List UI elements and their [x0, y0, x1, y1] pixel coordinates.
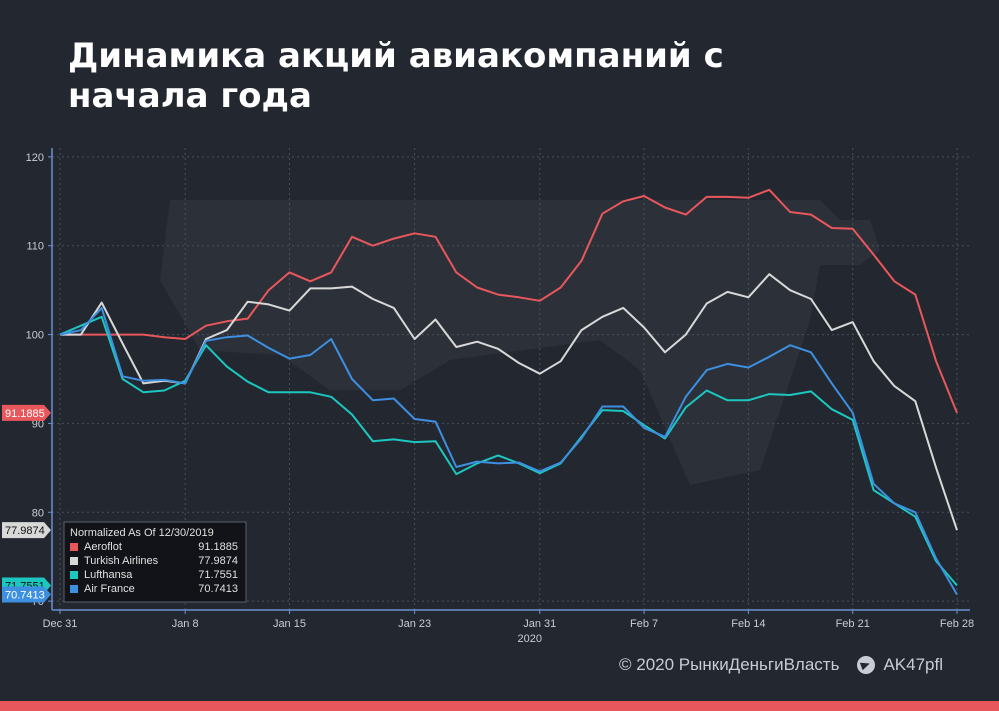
legend-title: Normalized As Of 12/30/2019 [70, 527, 214, 539]
x-year-label: 2020 [518, 633, 542, 645]
x-tick-label: Feb 14 [731, 618, 765, 630]
value-tag-label: 77.9874 [5, 525, 45, 537]
bottom-accent-bar [0, 701, 999, 711]
legend-series-value: 70.7413 [198, 583, 238, 595]
watermark-rifle-silhouette [160, 200, 880, 485]
legend-series-value: 91.1885 [198, 541, 238, 553]
x-tick-label: Dec 31 [43, 618, 78, 630]
legend-swatch [70, 571, 78, 579]
page-title: Динамика акций авиакомпаний с начала год… [68, 36, 724, 116]
telegram-icon [857, 656, 876, 674]
y-tick-label: 110 [26, 241, 44, 253]
legend-series-name: Air France [84, 583, 135, 595]
legend-series-value: 77.9874 [198, 555, 238, 567]
series-line-aeroflot [60, 188, 958, 414]
x-tick-label: Feb 28 [940, 618, 974, 630]
value-tag-shape [2, 404, 51, 421]
series-line-turkish-airlines [60, 273, 958, 531]
chart-series [59, 188, 958, 596]
x-tick-label: Feb 21 [836, 618, 870, 630]
value-tag-shape [2, 522, 51, 539]
y-tick-label: 120 [26, 152, 44, 164]
chart-legend: Normalized As Of 12/30/2019 Aeroflot 91.18… [63, 521, 247, 603]
footer-channel[interactable]: AK47pfl [883, 655, 943, 674]
x-tick-label: Jan 15 [273, 618, 306, 630]
footer-copyright: © 2020 РынкиДеньгиВласть [619, 655, 840, 674]
y-tick-label: 100 [26, 330, 44, 342]
footer: © 2020 РынкиДеньгиВласть AK47pfl [619, 655, 943, 675]
value-tag-label: 70.7413 [5, 590, 45, 602]
value-tag-shape [2, 586, 51, 603]
series-line-lufthansa [59, 315, 958, 587]
x-tick-label: Jan 31 [523, 618, 556, 630]
y-tick-label: 80 [32, 507, 44, 519]
legend-series-name: Aeroflot [84, 541, 122, 553]
legend-series-value: 71.7551 [198, 569, 238, 581]
legend-swatch [70, 557, 78, 565]
series-line-air-france [59, 306, 958, 596]
y-tick-label: 90 [32, 418, 44, 430]
x-tick-label: Jan 8 [172, 618, 199, 630]
value-tag-label: 91.1885 [5, 408, 45, 420]
legend-swatch [70, 585, 78, 593]
chart-grid [52, 148, 970, 610]
x-tick-label: Feb 7 [630, 618, 658, 630]
legend-series-name: Turkish Airlines [84, 555, 159, 567]
legend-box [63, 521, 247, 603]
legend-series-name: Lufthansa [84, 569, 133, 581]
legend-swatch [70, 543, 78, 551]
x-tick-label: Jan 23 [398, 618, 431, 630]
